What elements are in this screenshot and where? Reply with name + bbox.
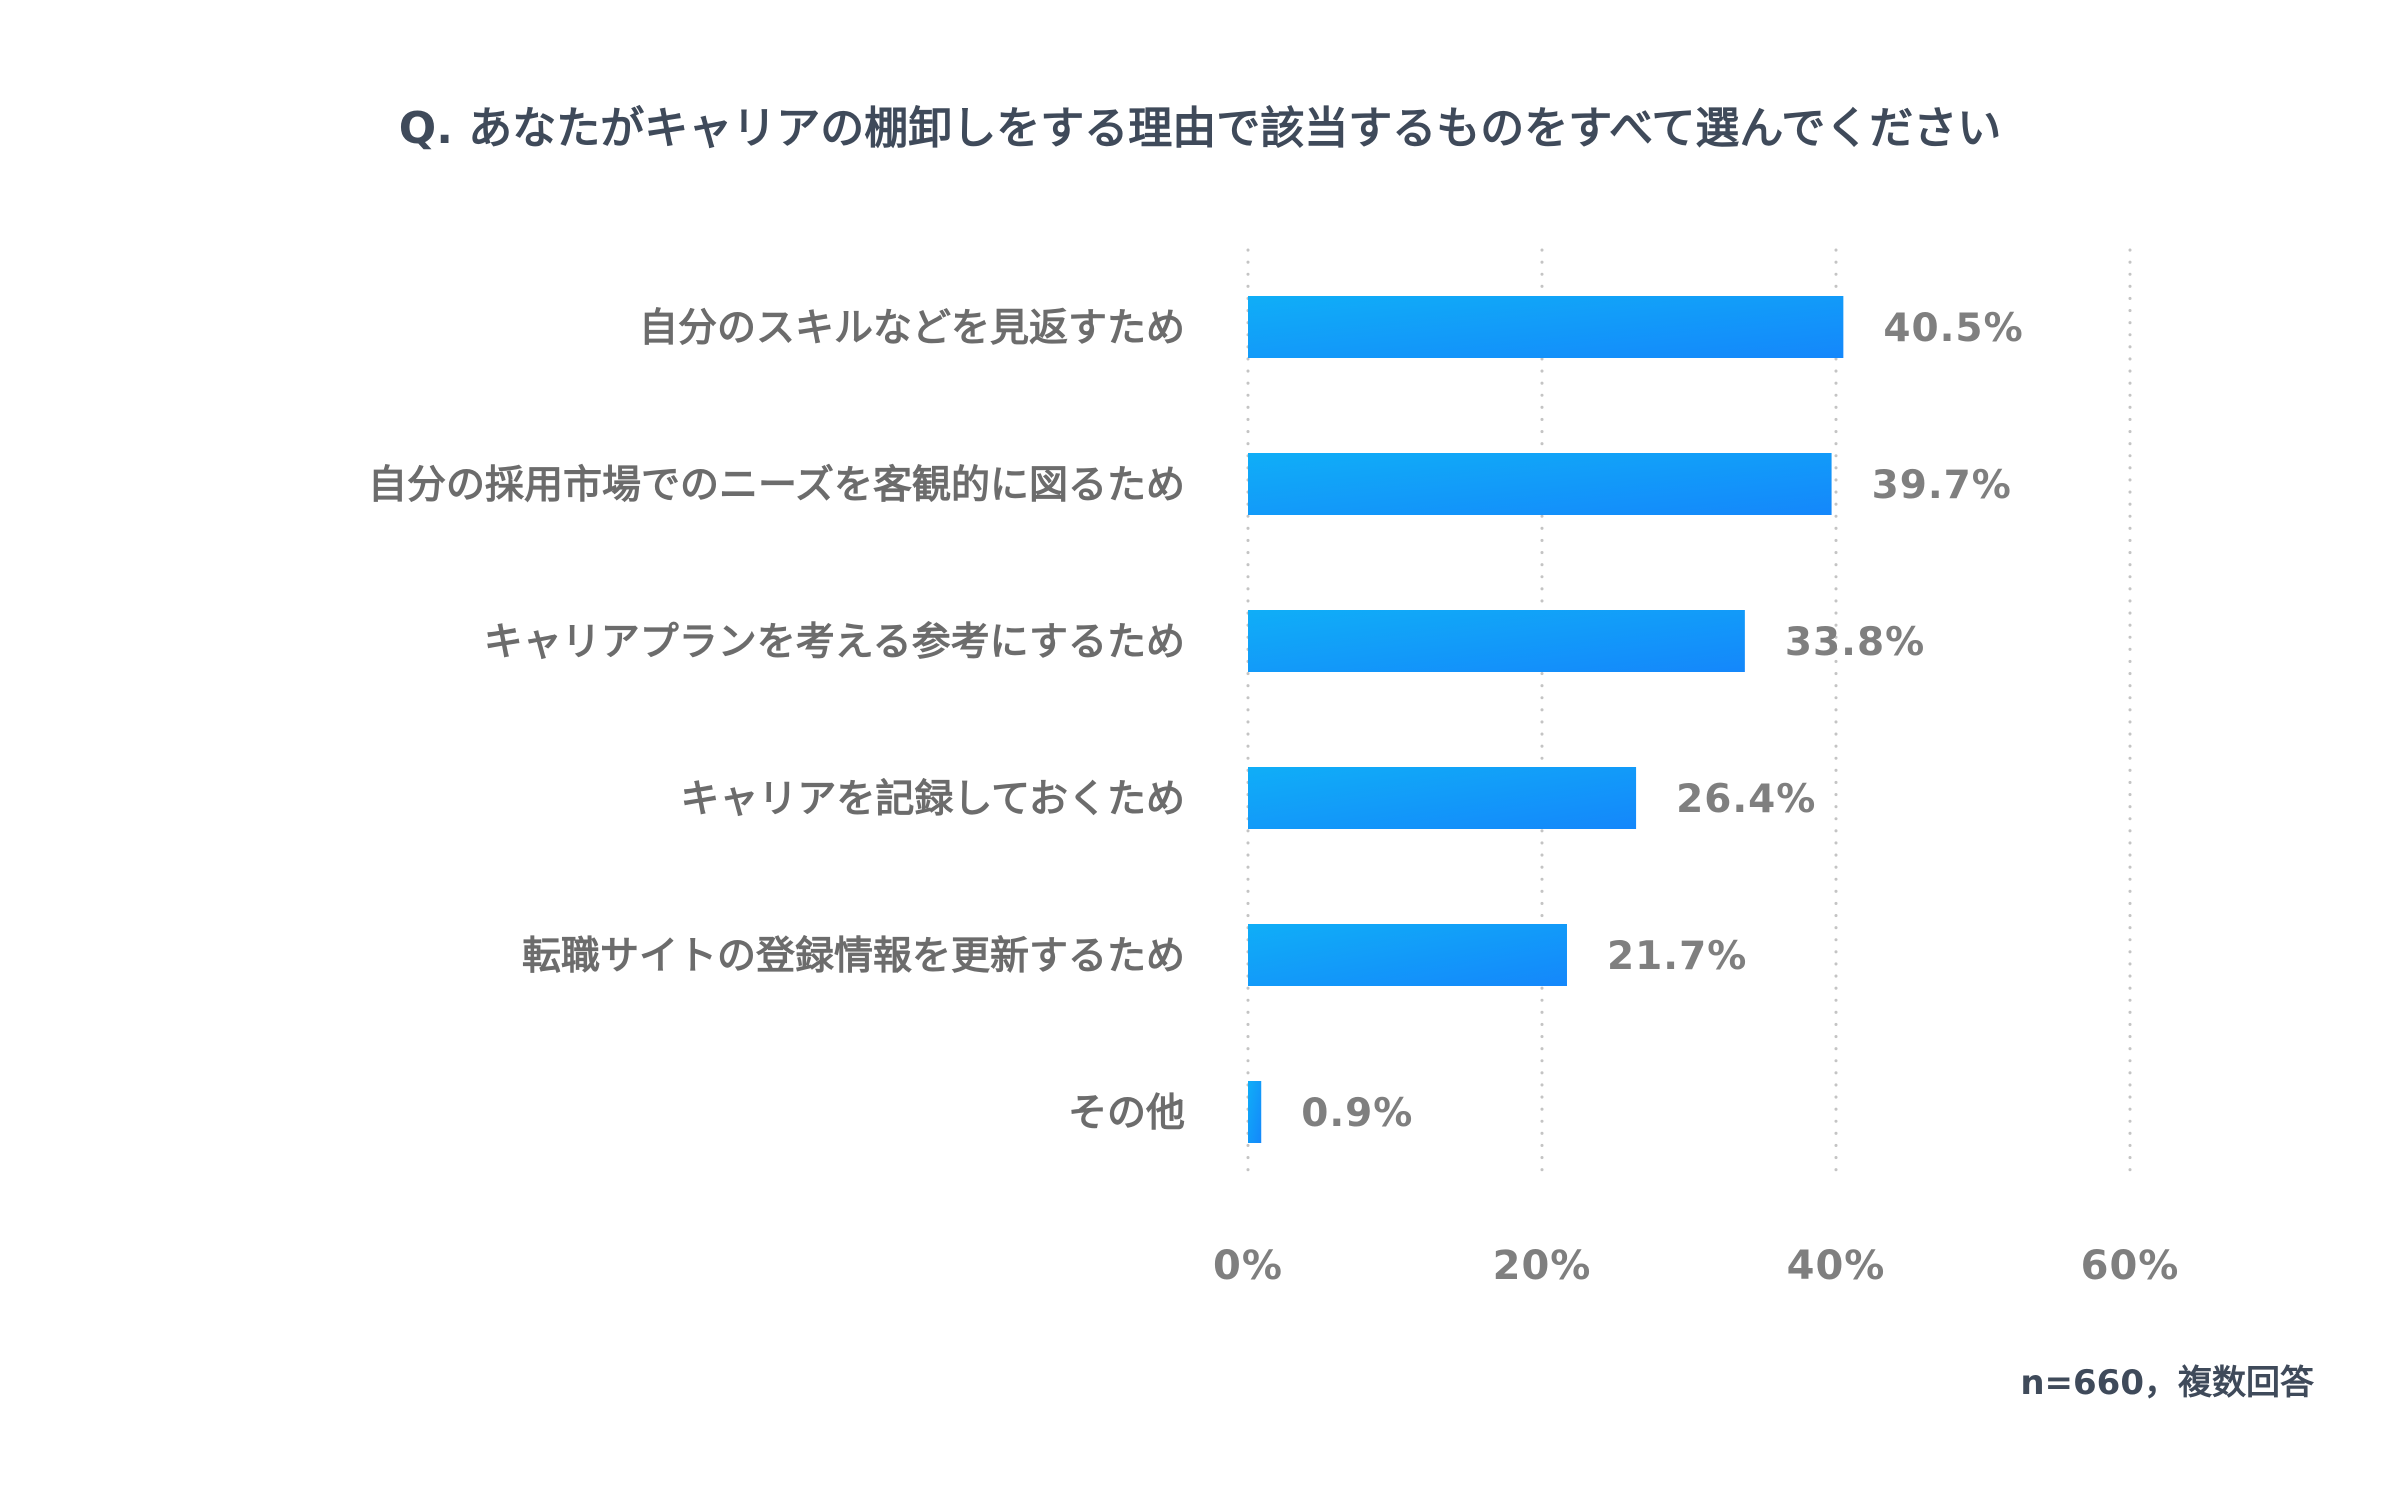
data-label: 39.7%: [1872, 463, 2012, 508]
gridlines: [1246, 248, 2132, 1182]
bar: [1248, 453, 1832, 515]
sample-note: n=660，複数回答: [2020, 1363, 2315, 1403]
chart-title: Q. あなたがキャリアの棚卸しをする理由で該当するものをすべて選んでください: [399, 103, 2001, 154]
x-tick-label: 0%: [1213, 1243, 1283, 1289]
x-tick-label: 40%: [1787, 1243, 1886, 1289]
bar: [1248, 767, 1637, 829]
data-label: 0.9%: [1301, 1091, 1413, 1136]
category-label: キャリアプランを考える参考にするため: [484, 620, 1185, 665]
category-label: 自分の採用市場でのニーズを客観的に図るため: [368, 463, 1185, 508]
x-tick-label: 60%: [2081, 1243, 2180, 1289]
x-tick-label: 20%: [1493, 1243, 1592, 1289]
bar: [1248, 296, 1844, 358]
data-label: 26.4%: [1676, 777, 1816, 822]
bar: [1248, 610, 1745, 672]
data-label: 40.5%: [1883, 306, 2023, 351]
data-label: 33.8%: [1785, 620, 1925, 665]
category-label: その他: [1068, 1091, 1185, 1136]
category-label: 転職サイトの登録情報を更新するため: [522, 934, 1185, 979]
category-labels: 自分のスキルなどを見返すため自分の採用市場でのニーズを客観的に図るためキャリアプ…: [368, 306, 1185, 1136]
category-label: 自分のスキルなどを見返すため: [639, 306, 1185, 351]
x-axis-ticks: 0% 20% 40% 60%: [1213, 1243, 2180, 1289]
bar: [1248, 1081, 1262, 1143]
bar: [1248, 924, 1567, 986]
bars: [1248, 296, 1844, 1143]
category-label: キャリアを記録しておくため: [680, 777, 1185, 822]
value-labels: 40.5% 39.7% 33.8% 26.4% 21.7% 0.9%: [1301, 306, 2023, 1136]
data-label: 21.7%: [1607, 934, 1747, 979]
